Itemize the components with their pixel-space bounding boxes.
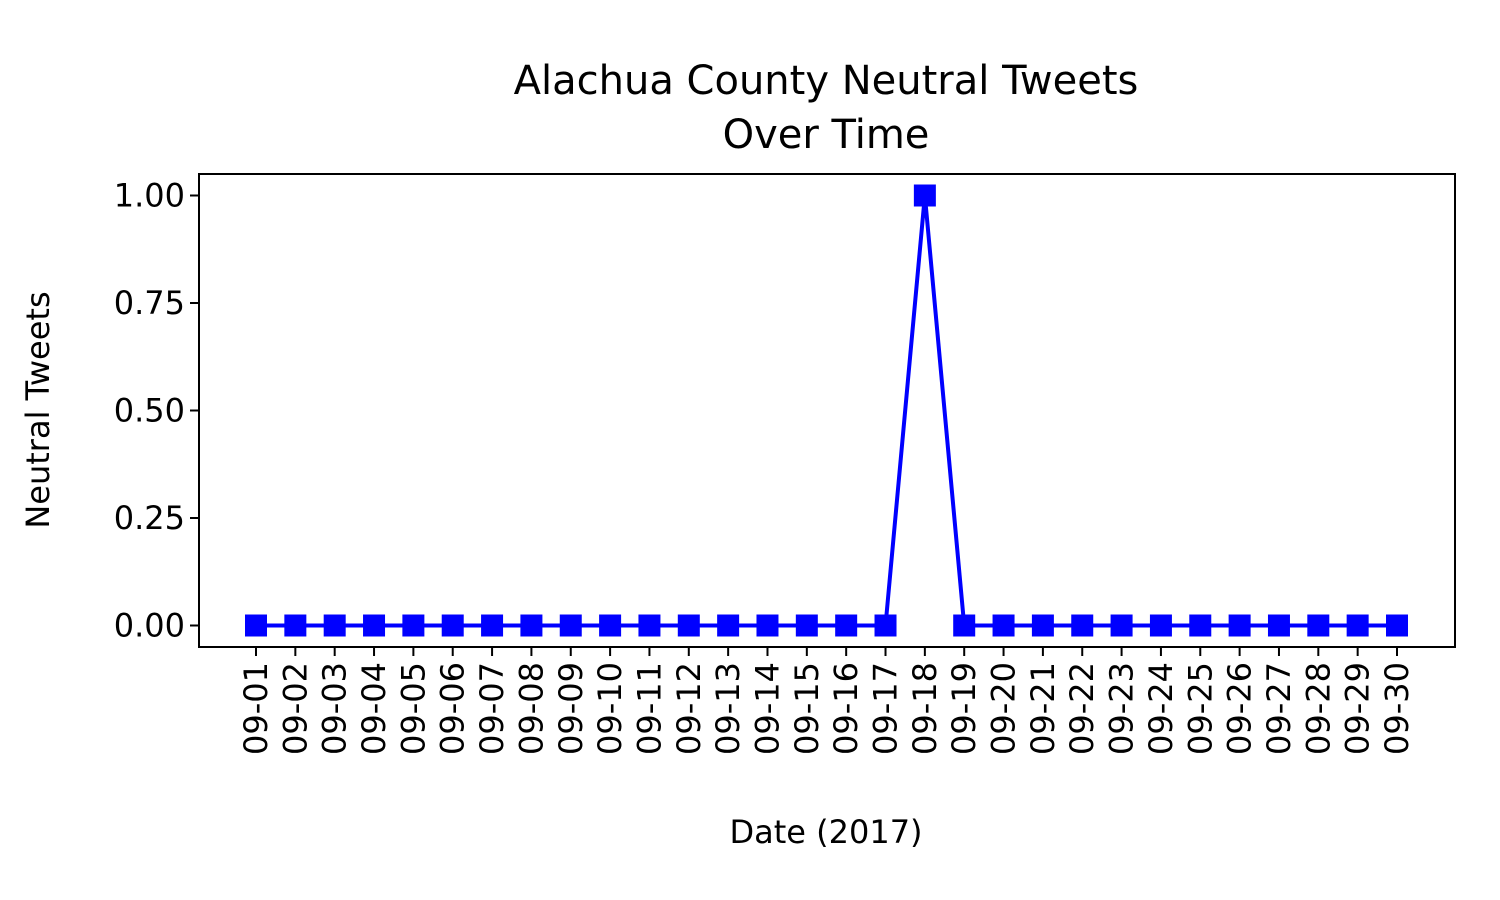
y-tick-label: 0.50: [114, 392, 185, 430]
x-tick-label: 09-12: [670, 662, 708, 755]
x-tick-label: 09-11: [630, 662, 668, 755]
x-tick-label: 09-03: [316, 662, 354, 755]
data-point: [1031, 614, 1054, 637]
data-point: [245, 614, 267, 637]
data-point: [1149, 614, 1172, 637]
x-tick-label: 09-26: [1221, 662, 1259, 755]
data-point: [1386, 614, 1408, 637]
x-tick-label: 09-27: [1260, 662, 1298, 755]
y-tick-label: 0.25: [114, 499, 185, 537]
data-point: [1267, 614, 1290, 637]
x-tick-label: 09-21: [1024, 662, 1062, 755]
x-tick-label: 09-08: [512, 662, 550, 755]
x-tick-label: 09-24: [1142, 662, 1180, 755]
x-tick-label: 09-19: [945, 662, 983, 755]
x-tick-label: 09-25: [1181, 662, 1219, 755]
data-point: [599, 614, 622, 637]
y-tick-label: 1.00: [114, 177, 185, 215]
x-tick-label: 09-10: [591, 662, 629, 755]
chart-subtitle: Over Time: [723, 112, 930, 158]
chart-title: Alachua County Neutral Tweets: [514, 58, 1139, 104]
x-tick-label: 09-07: [473, 662, 511, 755]
x-tick-label: 09-02: [276, 662, 314, 755]
data-point: [559, 614, 582, 637]
x-tick-label: 09-22: [1063, 662, 1101, 755]
x-tick-label: 09-05: [394, 662, 432, 755]
data-point: [953, 614, 976, 637]
series-layer: [245, 184, 1408, 637]
x-tick-label: 09-29: [1339, 662, 1377, 755]
data-point: [677, 614, 700, 637]
data-point: [402, 614, 425, 637]
x-tick-label: 09-23: [1103, 662, 1141, 755]
data-point: [1110, 614, 1133, 637]
x-tick-label: 09-20: [985, 662, 1023, 755]
data-point: [363, 614, 386, 637]
x-tick-label: 09-01: [237, 662, 275, 755]
x-tick-label: 09-17: [867, 662, 905, 755]
x-tick-label: 09-14: [748, 662, 786, 755]
plot-area-frame: [198, 173, 1456, 648]
data-point: [992, 614, 1015, 637]
data-point: [1228, 614, 1251, 637]
data-point: [1307, 614, 1330, 637]
x-tick-label: 09-06: [434, 662, 472, 755]
data-point: [481, 614, 504, 637]
data-point: [874, 614, 897, 637]
x-tick-label: 09-13: [709, 662, 747, 755]
x-tick-label: 09-15: [788, 662, 826, 755]
x-tick-label: 09-28: [1299, 662, 1337, 755]
data-point: [284, 614, 307, 637]
x-tick-label: 09-30: [1378, 662, 1416, 755]
x-tick-label: 09-18: [906, 662, 944, 755]
x-axis: 09-01 09-02 09-03 09-04 09-05 09-06 09-07 09-08…: [237, 647, 1416, 755]
data-point: [520, 614, 543, 637]
data-point: [795, 614, 818, 637]
y-tick-label: 0.00: [114, 607, 185, 645]
data-point: [1346, 614, 1369, 637]
data-point: [323, 614, 346, 637]
data-point: [835, 614, 858, 637]
data-point: [756, 614, 779, 637]
x-tick-label: 09-16: [827, 662, 865, 755]
y-axis-label: Neutral Tweets: [19, 291, 57, 528]
data-point: [913, 184, 936, 207]
data-point: [441, 614, 464, 637]
y-axis: 0.00 0.25 0.50 0.75 1.00: [114, 177, 199, 645]
x-tick-label: 09-09: [552, 662, 590, 755]
series-line: [256, 195, 1397, 628]
x-tick-label: 09-04: [355, 662, 393, 755]
data-point: [638, 614, 661, 637]
x-axis-label: Date (2017): [729, 813, 922, 851]
y-tick-label: 0.75: [114, 284, 185, 322]
data-point: [1189, 614, 1212, 637]
data-point: [717, 614, 740, 637]
data-point: [1071, 614, 1094, 637]
